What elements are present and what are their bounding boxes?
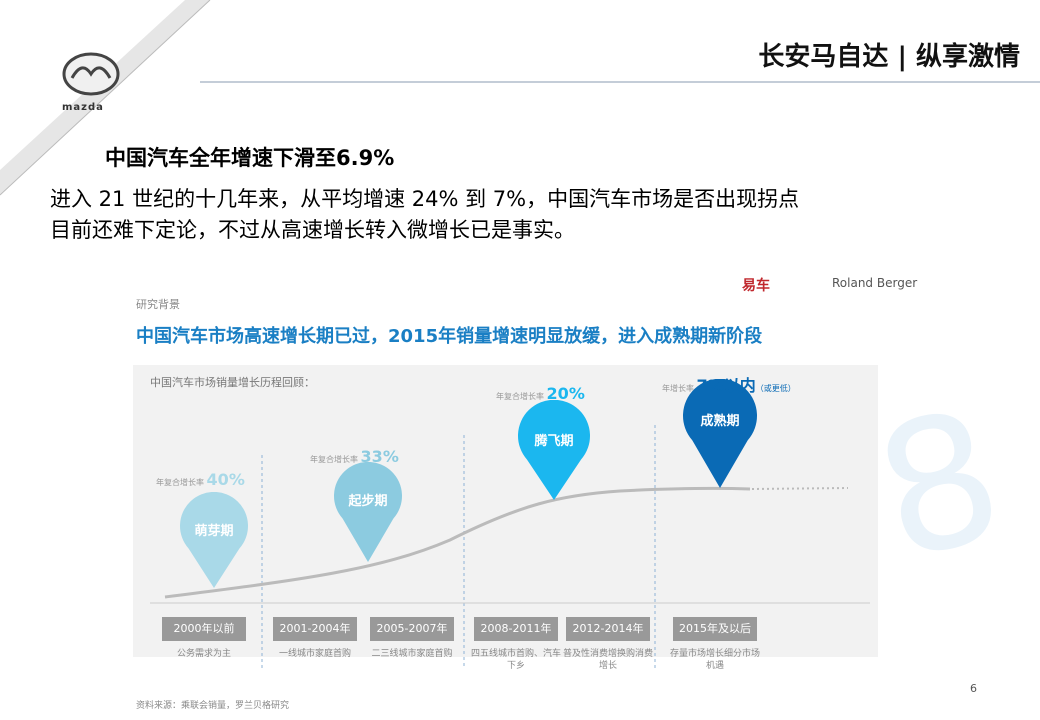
- rate-label: 年增长率: [662, 384, 694, 393]
- stage-rate: 年复合增长率 20%: [496, 384, 585, 403]
- rate-note: （或更低）: [755, 384, 796, 393]
- period-year: 2012-2014年: [566, 617, 650, 641]
- period-desc: 四五线城市首购、汽车下乡: [470, 649, 561, 671]
- stage-pin-icon: [683, 379, 757, 488]
- rate-label: 年复合增长率: [310, 455, 358, 464]
- period-year: 2005-2007年: [370, 617, 454, 641]
- rate-label: 年复合增长率: [156, 478, 204, 487]
- period-year: 2008-2011年: [474, 617, 558, 641]
- stage-name: 起步期: [348, 494, 388, 509]
- stage-pin-icon: [334, 462, 402, 562]
- rate-value: 20%: [546, 384, 585, 403]
- rate-value: 33%: [360, 447, 399, 466]
- slide-title: 中国汽车全年增速下滑至6.9%: [105, 146, 395, 170]
- berger-logo: Roland Berger: [832, 276, 918, 290]
- infographic-subtitle: 中国汽车市场销量增长历程回顾：: [150, 376, 315, 389]
- stage-rate: 年复合增长率 40%: [156, 470, 245, 489]
- period-desc: 普及性消费增换购消费增长: [562, 649, 653, 671]
- period-desc: 一线城市家庭首购: [278, 649, 351, 659]
- stage-rate: 年复合增长率 33%: [310, 447, 399, 466]
- body-line-1: 进入 21 世纪的十几年来，从平均增速 24% 到 7%，中国汽车市场是否出现拐…: [50, 187, 800, 211]
- stage-pin-icon: [518, 400, 590, 500]
- section-label: 研究背景: [136, 298, 180, 311]
- period-year: 2000年以前: [162, 617, 246, 641]
- rate-value: 40%: [206, 470, 245, 489]
- mazda-logo-text: mazda: [62, 102, 104, 113]
- stage-name: 成熟期: [700, 414, 740, 429]
- stage-pin-icon: [180, 492, 248, 588]
- period-desc: 存量市场增长细分市场机遇: [669, 649, 760, 671]
- stage-name: 腾飞期: [534, 434, 574, 449]
- period-desc: 二三线城市家庭首购: [371, 649, 453, 659]
- source-note: 资料来源：乘联会销量，罗兰贝格研究: [136, 701, 290, 711]
- period-year: 2001-2004年: [273, 617, 357, 641]
- infographic-headline: 中国汽车市场高速增长期已过，2015年销量增速明显放缓，进入成熟期新阶段: [136, 326, 763, 347]
- slide-body: 进入 21 世纪的十几年来，从平均增速 24% 到 7%，中国汽车市场是否出现拐…: [50, 184, 1010, 246]
- rate-value: 7%以内: [696, 376, 756, 395]
- page-number: 6: [970, 682, 977, 695]
- period-desc: 公务需求为主: [176, 649, 231, 659]
- stage-rate: 年增长率 7%以内（或更低）: [662, 372, 796, 396]
- brand-slogan: 长安马自达 | 纵享激情: [758, 42, 1020, 72]
- period-year: 2015年及以后: [673, 617, 757, 641]
- mazda-logo-icon: [62, 52, 120, 96]
- stage-name: 萌芽期: [194, 524, 234, 539]
- body-line-2: 目前还难下定论，不过从高速增长转入微增长已是事实。: [50, 218, 575, 242]
- rate-label: 年复合增长率: [496, 392, 544, 401]
- yiche-logo: 易车: [742, 278, 770, 294]
